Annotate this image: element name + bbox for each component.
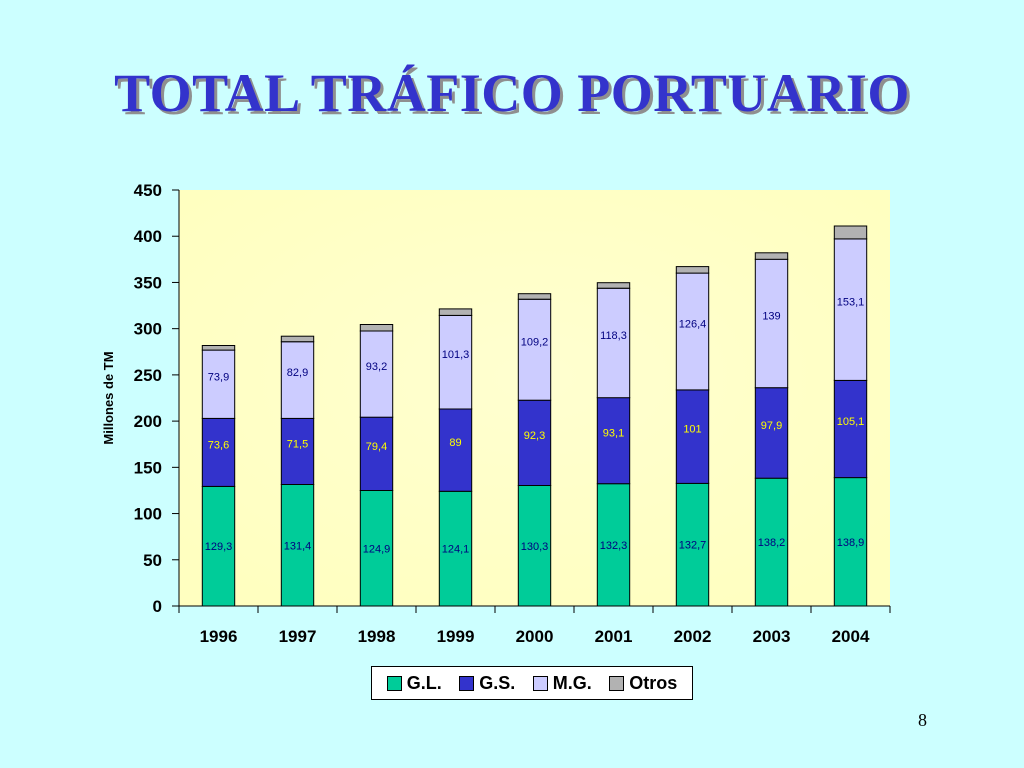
data-label: 131,4 (284, 540, 312, 552)
legend-label: M.G. (552, 672, 592, 693)
data-label: 132,7 (679, 540, 707, 552)
data-label: 132,3 (600, 540, 628, 552)
x-tick-label: 1998 (358, 627, 396, 646)
data-label: 126,4 (679, 319, 707, 331)
data-label: 124,1 (442, 544, 470, 556)
legend-swatch (459, 675, 475, 691)
legend-item: G.L. (386, 672, 442, 694)
data-label: 101,3 (442, 349, 470, 361)
bar-segment (754, 387, 789, 479)
data-label: 130,3 (521, 541, 549, 553)
y-tick-label: 150 (134, 458, 162, 477)
bar-segment (438, 408, 473, 492)
slide-title: TOTAL TRÁFICO PORTUARIO (114, 63, 910, 123)
data-label: 118,3 (600, 330, 627, 342)
bar-segment (596, 287, 631, 399)
bar-segment (754, 252, 789, 260)
data-label: 105,1 (837, 416, 865, 428)
data-label: 73,9 (208, 371, 229, 383)
legend-item: Otros (609, 673, 677, 694)
y-tick-label: 50 (143, 551, 162, 570)
page-number: 8 (918, 710, 927, 730)
y-tick-label: 300 (134, 320, 162, 339)
data-label: 89 (449, 437, 461, 449)
data-label: 97,9 (761, 420, 782, 432)
bar-segment (596, 282, 631, 289)
x-tick-label: 2001 (595, 627, 633, 646)
x-tick-label: 1996 (200, 627, 238, 646)
y-tick-label: 350 (134, 273, 162, 292)
data-label: 138,2 (758, 537, 786, 549)
bar-segment (201, 345, 236, 351)
bar-segment (517, 298, 552, 401)
bar-segment (596, 397, 631, 485)
legend-swatch (532, 675, 548, 691)
bar-segment (596, 483, 631, 607)
y-tick-label: 400 (134, 227, 162, 246)
bar-segment (517, 485, 552, 607)
bar-segment (359, 416, 394, 492)
data-label: 73,6 (208, 439, 229, 451)
data-label: 139 (762, 311, 780, 323)
data-label: 79,4 (366, 441, 387, 453)
bar-segment (833, 225, 868, 240)
y-axis-label: Millones de TM (101, 351, 116, 444)
bar-segment (280, 417, 315, 485)
bar-segment (280, 484, 315, 607)
bar-segment (675, 389, 710, 484)
legend-label: G.S. (479, 672, 516, 693)
data-label: 92,3 (524, 430, 545, 442)
legend-item: M.G. (532, 672, 592, 694)
data-label: 109,2 (521, 337, 549, 349)
y-tick-label: 250 (134, 366, 162, 385)
bar-segment (754, 477, 789, 607)
legend-swatch (386, 675, 402, 691)
bar-segment (833, 238, 868, 381)
x-tick-label: 1999 (437, 627, 475, 646)
bar-segment (517, 399, 552, 487)
legend-swatch (609, 675, 625, 691)
x-tick-label: 2002 (674, 627, 712, 646)
x-tick-label: 2004 (832, 627, 870, 646)
y-tick-label: 0 (153, 597, 162, 616)
x-tick-label: 2003 (753, 627, 791, 646)
data-label: 82,9 (287, 367, 308, 379)
data-label: 101 (683, 424, 701, 436)
bar-segment (201, 349, 236, 419)
data-label: 93,2 (366, 361, 387, 373)
bar-segment (517, 293, 552, 300)
bar-segment (280, 341, 315, 419)
bar-segment (438, 314, 473, 410)
data-label: 71,5 (287, 439, 308, 451)
bar-segment (754, 258, 789, 389)
data-label: 138,9 (837, 537, 865, 549)
y-tick-label: 100 (134, 505, 162, 524)
bar-segment (201, 417, 236, 487)
bar-segment (833, 379, 868, 479)
x-tick-label: 1997 (279, 627, 317, 646)
y-tick-label: 450 (134, 181, 162, 200)
data-label: 129,3 (205, 541, 233, 553)
bar-segment (280, 335, 315, 343)
data-label: 153,1 (837, 297, 865, 309)
bar-segment (675, 266, 710, 274)
y-tick-label: 200 (134, 412, 162, 431)
bar-segment (675, 482, 710, 607)
data-label: 124,9 (363, 543, 391, 555)
x-tick-label: 2000 (516, 627, 554, 646)
bar-segment (359, 330, 394, 418)
bar-segment (438, 308, 473, 316)
bar-segment (359, 490, 394, 607)
bar-segment (359, 324, 394, 332)
legend-item: G.S. (459, 673, 515, 694)
bar-segment (675, 272, 710, 391)
data-label: 93,1 (603, 428, 624, 440)
chart-legend: G.L. G.S. M.G. Otros (371, 666, 693, 700)
legend-label: Otros (629, 672, 678, 693)
legend-label: G.L. (406, 672, 442, 693)
